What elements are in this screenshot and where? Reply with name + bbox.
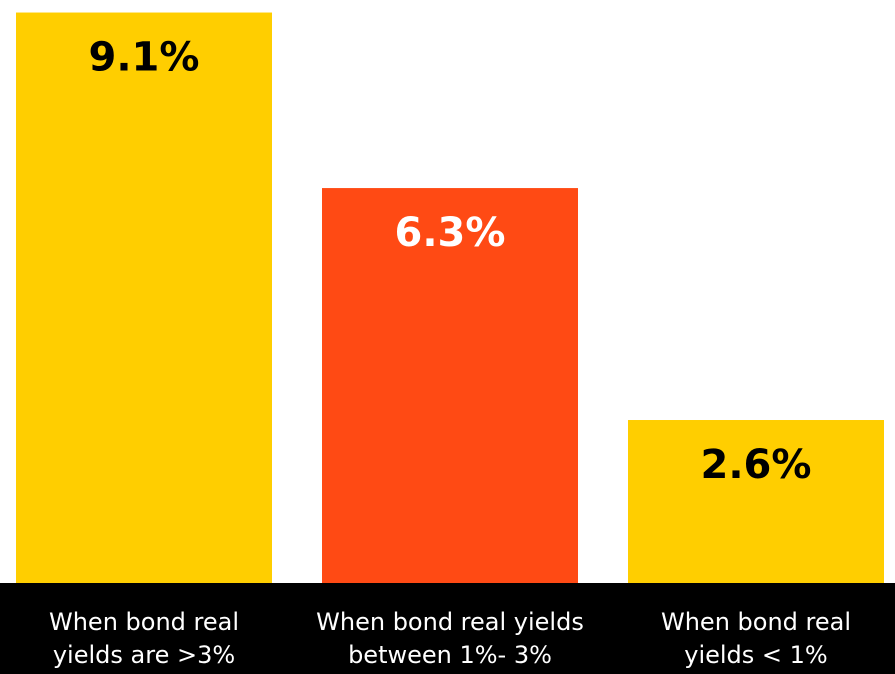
category-label-line: yields < 1% — [684, 641, 827, 669]
category-label-line: When bond real — [661, 608, 851, 636]
category-axis-band — [0, 583, 895, 674]
category-label-3: When bond real yields < 1% — [661, 608, 851, 669]
data-label-3: 2.6% — [701, 442, 812, 488]
data-label-2: 6.3% — [395, 210, 506, 256]
category-label-1: When bond real yields are >3% — [49, 608, 239, 669]
bar-1 — [16, 12, 272, 583]
bar-2 — [322, 188, 578, 583]
data-label-1: 9.1% — [89, 35, 200, 81]
category-label-line: between 1%- 3% — [348, 641, 552, 669]
bars-group: 9.1% 6.3% 2.6% — [16, 12, 884, 583]
bar-3 — [628, 420, 884, 583]
category-label-line: When bond real yields — [316, 608, 584, 636]
category-label-2: When bond real yields between 1%- 3% — [316, 608, 584, 669]
category-label-line: yields are >3% — [53, 641, 235, 669]
category-labels-group: When bond real yields are >3%When bond re… — [49, 608, 851, 669]
category-label-line: When bond real — [49, 608, 239, 636]
